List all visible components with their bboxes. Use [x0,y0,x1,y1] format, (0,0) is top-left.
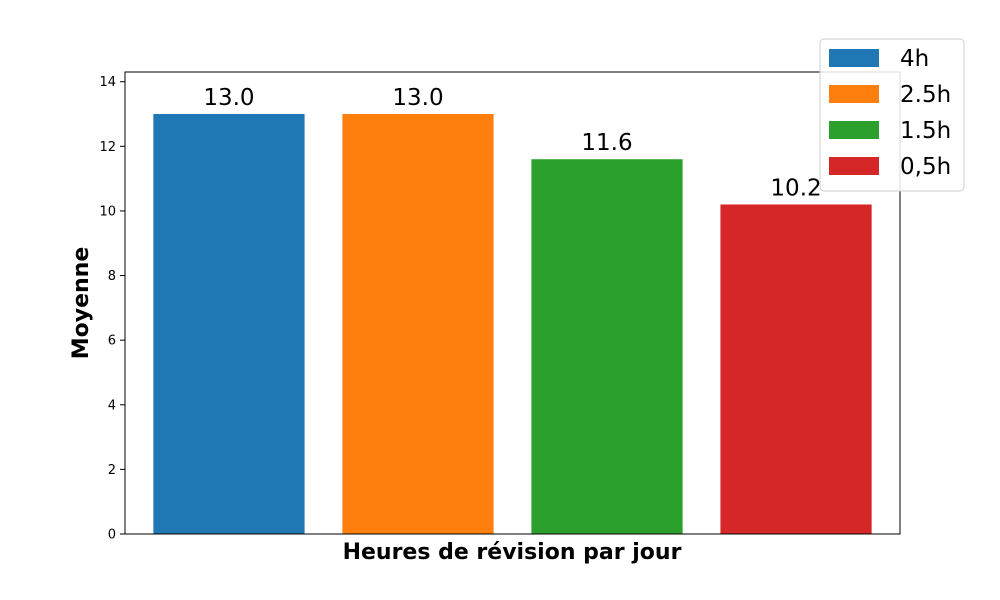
y-tick-label: 8 [108,269,116,284]
legend-swatch [829,121,879,139]
y-tick-label: 10 [99,204,116,219]
bar-labels-group: 13.0 13.0 11.6 10.2 [203,85,821,201]
y-tick-label: 6 [108,334,116,349]
y-axis-label: Moyenne [69,247,94,360]
legend-entry-label: 4h [900,46,929,72]
y-tick-label: 4 [108,398,116,413]
bar-value-label: 11.6 [581,130,632,156]
x-axis-label: Heures de révision par jour [343,540,682,565]
y-axis: 0 2 4 6 8 10 12 14 [99,75,125,543]
legend-entry-label: 2.5h [900,82,951,108]
bars-group [153,114,872,534]
bar-value-label: 13.0 [203,85,254,111]
bar-2-5h [342,114,494,534]
bar-1-5h [531,159,683,534]
y-tick-label: 2 [108,463,116,478]
bar-4h [153,114,305,534]
legend: 4h 2.5h 1.5h 0,5h [819,38,965,192]
y-tick-label: 12 [99,140,116,155]
legend-swatch [829,49,879,67]
bar-0-5h [720,204,872,534]
legend-entry-label: 1.5h [900,118,951,144]
plot-frame [124,71,901,535]
legend-entry-label: 0,5h [900,154,951,180]
y-tick-label: 14 [99,75,116,90]
y-tick-label: 0 [108,528,116,543]
bar-value-label: 10.2 [770,175,821,201]
bar-value-label: 13.0 [392,85,443,111]
legend-swatch [829,157,879,175]
legend-swatch [829,85,879,103]
legend-frame [819,38,965,192]
